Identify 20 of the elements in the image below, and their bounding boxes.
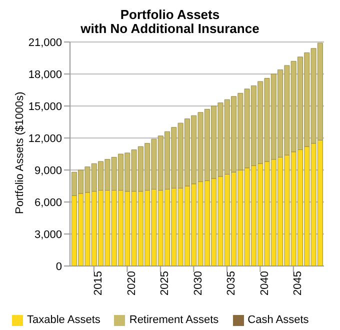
legend-label: Retirement Assets — [129, 314, 219, 326]
y-tick-label: 3,000 — [34, 228, 62, 241]
y-tick-label: 18,000 — [28, 68, 62, 81]
x-tick-label: 2040 — [258, 271, 271, 296]
y-tick-label: 15,000 — [28, 100, 62, 113]
y-tick-label: 6,000 — [34, 196, 62, 209]
x-tick-label: 2045 — [292, 271, 304, 296]
y-tick-label: 21,000 — [28, 36, 62, 49]
y-tick-label: 0 — [56, 260, 62, 273]
y-axis-title: Portfolio Assets ($1000s) — [14, 92, 26, 214]
legend-label: Taxable Assets — [27, 314, 100, 326]
x-tick-label: 2025 — [159, 271, 172, 296]
legend-label: Cash Assets — [248, 314, 309, 326]
chart-title: Portfolio Assets with No Additional Insurance — [80, 7, 260, 36]
x-tick-label: 2020 — [126, 271, 138, 296]
x-tick-label: 2015 — [92, 271, 105, 296]
x-tick-label: 2035 — [226, 271, 238, 296]
y-tick-label: 9,000 — [34, 164, 62, 177]
x-tick-label: 2030 — [192, 271, 204, 296]
y-tick-label: 12,000 — [28, 132, 62, 145]
